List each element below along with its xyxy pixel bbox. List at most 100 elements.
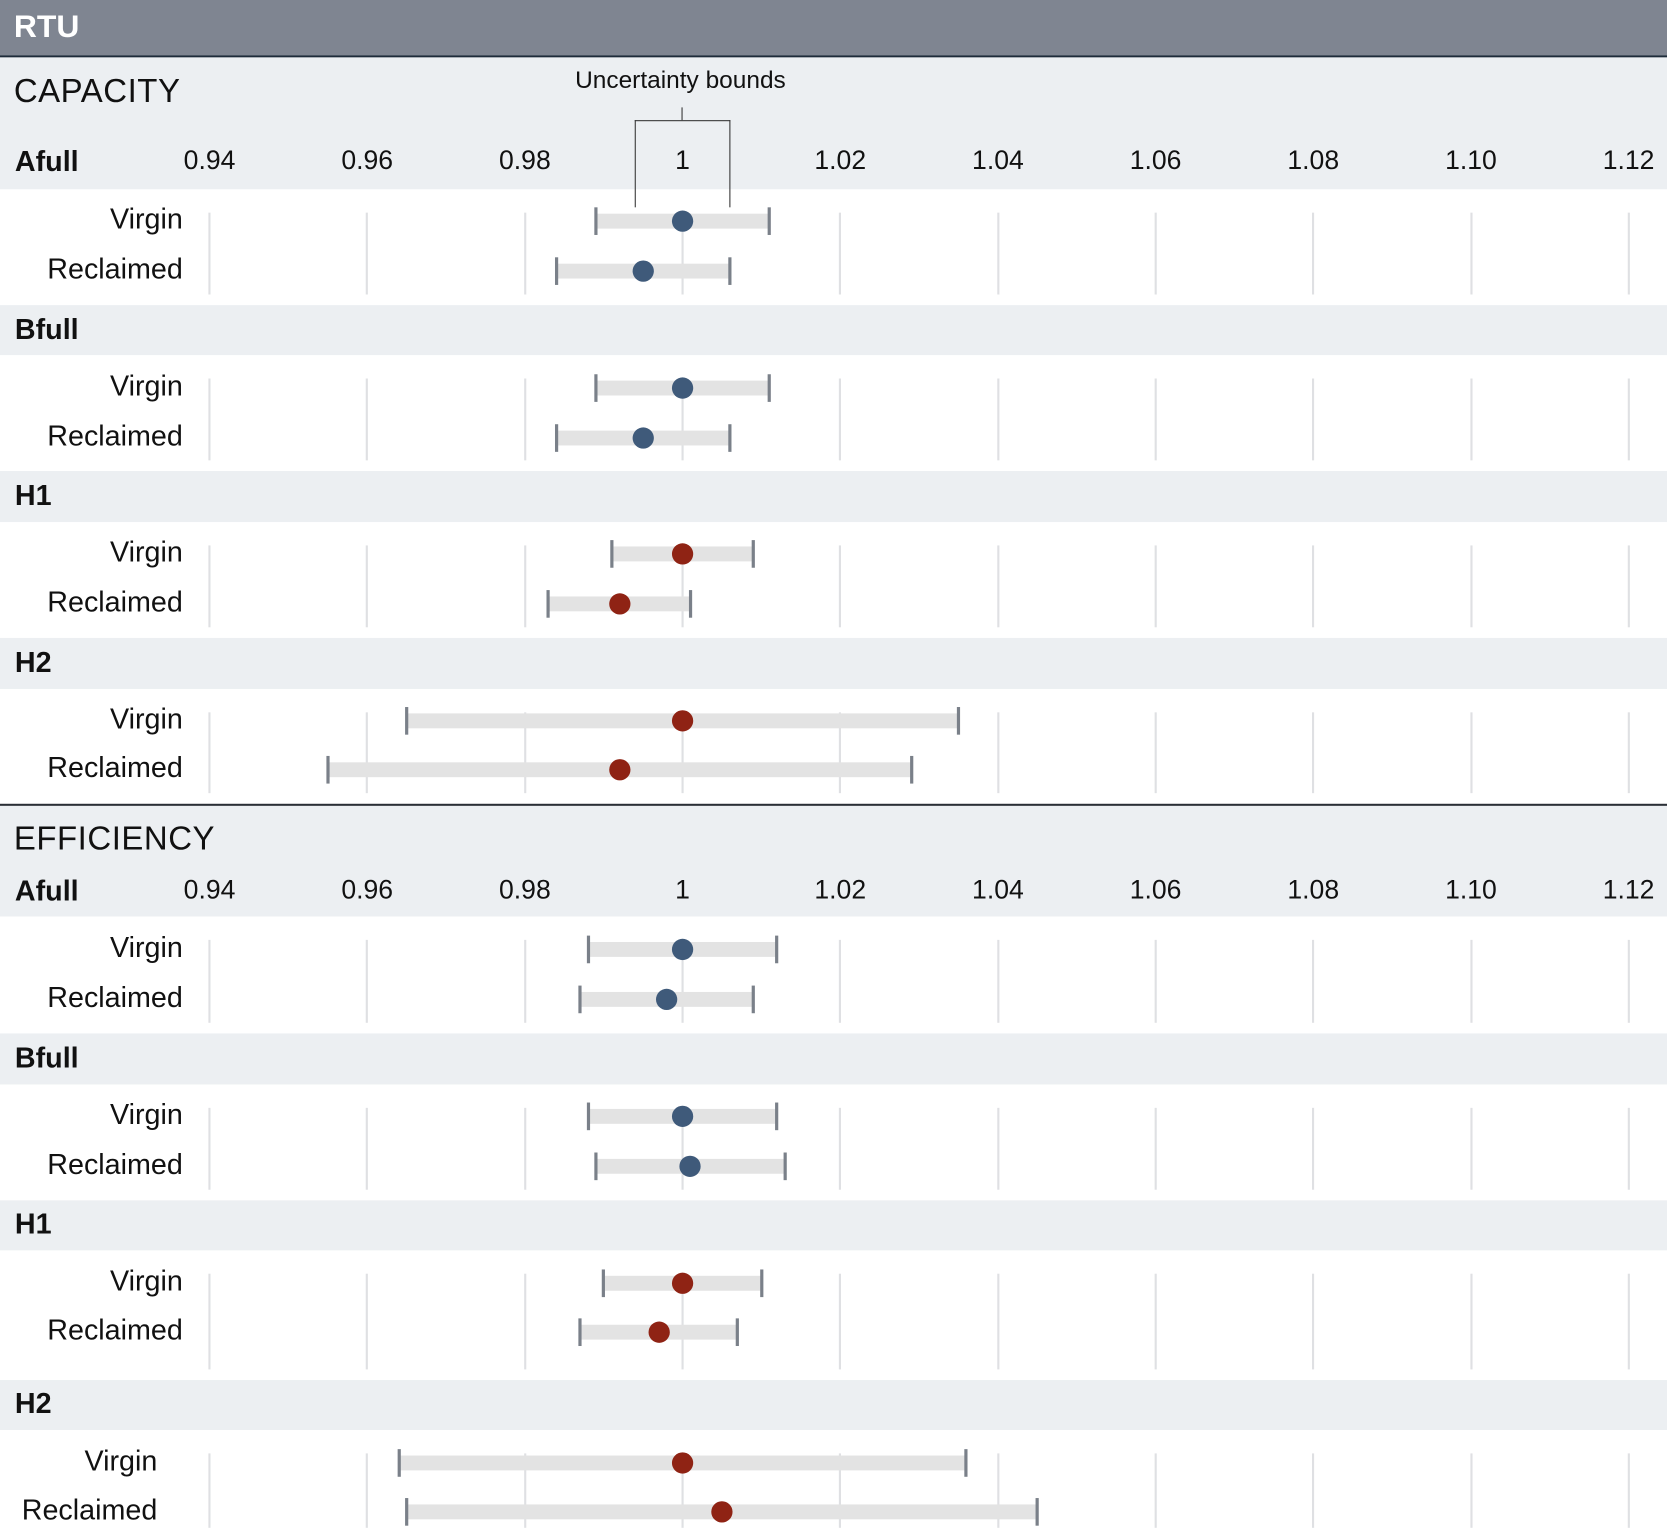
bound-low-cap	[594, 374, 598, 402]
x-tick-label: 1.12	[1602, 875, 1655, 905]
bound-low-cap	[405, 1498, 409, 1526]
gridline	[996, 939, 999, 1023]
gridline	[839, 939, 842, 1023]
bound-low-cap	[602, 1269, 606, 1298]
gridline	[523, 212, 526, 295]
data-point	[671, 543, 694, 565]
row-label: Virgin	[109, 369, 183, 402]
row-label: Reclaimed	[21, 1493, 158, 1526]
gridline	[1154, 212, 1157, 295]
gridline	[1469, 712, 1473, 794]
bound-high-cap	[964, 1449, 968, 1477]
x-tick-label: 1.06	[1129, 145, 1182, 176]
gridline	[681, 1107, 684, 1190]
gridline	[1469, 1453, 1473, 1528]
gridline	[1312, 939, 1315, 1023]
gridline	[839, 212, 842, 295]
bound-high-cap	[767, 207, 771, 235]
bound-high-cap	[775, 935, 779, 964]
group-band	[0, 637, 1667, 689]
gridline	[1312, 1273, 1315, 1370]
row-label: Virgin	[109, 931, 183, 964]
gridline	[1312, 1453, 1315, 1528]
gridline	[996, 712, 999, 794]
gridline	[208, 545, 211, 628]
gridline	[1469, 1273, 1473, 1370]
gridline	[366, 712, 369, 794]
row-label: Reclaimed	[47, 981, 183, 1014]
group-band	[0, 1033, 1667, 1085]
group-label: Afull	[14, 875, 79, 907]
data-point	[608, 593, 631, 615]
gridline	[366, 378, 369, 461]
row-label: Virgin	[84, 1444, 158, 1477]
bound-low-cap	[554, 257, 559, 285]
gridline	[1627, 545, 1630, 628]
bound-low-cap	[326, 755, 330, 784]
data-point	[656, 988, 678, 1011]
bound-high-cap	[775, 1102, 779, 1131]
data-point	[671, 210, 694, 232]
x-tick-label: 1.12	[1602, 145, 1655, 176]
row-label: Reclaimed	[47, 419, 183, 452]
group-label: H2	[14, 1387, 52, 1420]
annotation-bracket-top	[634, 120, 731, 122]
bound-high-cap	[759, 1269, 763, 1298]
gridline	[839, 712, 842, 794]
data-point	[632, 260, 654, 282]
gridline	[208, 378, 211, 461]
gridline	[366, 545, 369, 628]
x-tick-label: 0.94	[183, 875, 236, 905]
gridline	[1469, 939, 1473, 1023]
gridline	[366, 1453, 369, 1528]
row-label: Reclaimed	[47, 1314, 183, 1347]
gridline	[1312, 1107, 1315, 1190]
x-tick-label: 0.96	[341, 145, 394, 176]
gridline	[1154, 1107, 1157, 1190]
gridline	[681, 378, 684, 461]
gridline	[839, 378, 842, 461]
bound-high-cap	[751, 540, 756, 568]
bound-high-cap	[1035, 1498, 1039, 1526]
annotation-stem	[681, 107, 683, 121]
bound-high-cap	[736, 1318, 740, 1347]
row-label: Reclaimed	[47, 585, 183, 618]
gridline	[1627, 212, 1630, 295]
x-tick-label: 1.04	[972, 145, 1024, 176]
data-point	[671, 377, 694, 399]
gridline	[681, 1273, 684, 1370]
gridline	[1312, 712, 1315, 794]
data-point	[671, 710, 694, 732]
gridline	[1154, 1453, 1157, 1528]
header-bar	[0, 0, 1667, 56]
section-divider	[0, 803, 1667, 806]
bound-low-cap	[554, 424, 559, 452]
gridline	[1627, 1107, 1630, 1190]
bound-low-cap	[546, 590, 551, 618]
gridline	[1154, 545, 1157, 628]
data-point	[671, 1452, 694, 1474]
annotation-label: Uncertainty bounds	[575, 65, 786, 94]
header-title: RTU	[13, 9, 80, 45]
bound-high-cap	[767, 374, 771, 402]
data-point	[671, 938, 694, 961]
gridline	[996, 1107, 999, 1190]
gridline	[839, 1273, 842, 1370]
header-divider	[0, 55, 1667, 58]
bound-high-cap	[956, 707, 961, 735]
bound-low-cap	[405, 707, 409, 735]
group-label: Bfull	[14, 313, 79, 346]
gridline	[681, 212, 684, 295]
gridline	[996, 545, 999, 628]
group-label: H1	[14, 479, 52, 512]
gridline	[366, 1273, 369, 1370]
gridline	[681, 1453, 684, 1528]
gridline	[366, 212, 369, 295]
x-tick-label: 0.98	[499, 875, 551, 905]
row-label: Virgin	[109, 535, 183, 568]
gridline	[208, 1273, 211, 1370]
data-point	[608, 759, 631, 781]
data-point	[632, 427, 654, 449]
gridline	[366, 939, 369, 1023]
gridline	[996, 212, 999, 295]
